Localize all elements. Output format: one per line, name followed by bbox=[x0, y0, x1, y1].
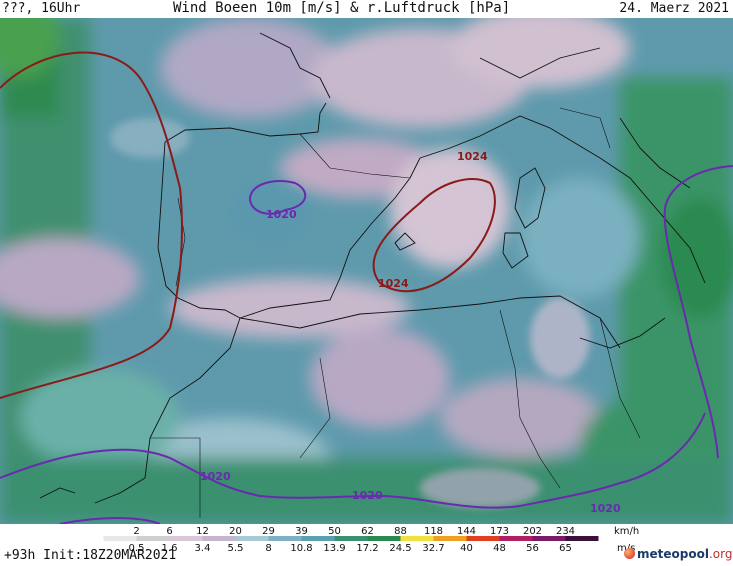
scale-swatch bbox=[499, 536, 533, 541]
scale-ms-label: 10.8 bbox=[290, 543, 312, 554]
color-scale: 2 6 12 20 29 39 50 62 88 118 144 173 202 234 0.5 1.6 3.… bbox=[103, 526, 639, 554]
scale-ms-label: 8 bbox=[265, 543, 271, 554]
isobar-1020-sw bbox=[59, 517, 161, 524]
scale-ms-label: 40 bbox=[460, 543, 473, 554]
scale-swatch bbox=[301, 536, 335, 541]
isobar-lines bbox=[0, 51, 733, 524]
scale-kmh-label: 2 bbox=[133, 526, 139, 537]
scale-ms-label: 65 bbox=[559, 543, 572, 554]
scale-ms-labels: 0.5 1.6 3.4 5.5 8 10.8 13.9 17.2 24.5 32.7 40 48 56 6… bbox=[129, 543, 572, 554]
logo-icon bbox=[624, 548, 635, 559]
scale-swatch bbox=[565, 536, 599, 541]
scale-ms-label: 13.9 bbox=[323, 543, 345, 554]
scale-ms-label: 32.7 bbox=[422, 543, 444, 554]
isobar-1020-east bbox=[663, 165, 733, 459]
scale-swatch bbox=[466, 536, 500, 541]
scale-ms-label: 1.6 bbox=[162, 543, 178, 554]
scale-kmh-label: 12 bbox=[196, 526, 209, 537]
footer-bar: 2 6 12 20 29 39 50 62 88 118 144 173 202 234 0.5 1.6 3.… bbox=[0, 524, 733, 566]
scale-ms-label: 17.2 bbox=[356, 543, 378, 554]
scale-ms-label: 24.5 bbox=[389, 543, 411, 554]
scale-swatch bbox=[334, 536, 368, 541]
forecast-time-label: ???, 16Uhr bbox=[2, 1, 81, 16]
scale-swatch bbox=[433, 536, 467, 541]
isobar-1020-south bbox=[0, 412, 706, 509]
wind-gust-map: 1024 1024 1020 1020 1020 1020 bbox=[0, 18, 733, 524]
isobar-label: 1020 bbox=[266, 208, 297, 221]
forecast-date: 24. Maerz 2021 bbox=[619, 1, 729, 16]
scale-ms-label: 48 bbox=[493, 543, 506, 554]
map-title: Wind Boeen 10m [m/s] & r.Luftdruck [hPa] bbox=[173, 0, 511, 16]
isobar-1020-iberia bbox=[248, 180, 307, 215]
scale-kmh-label: 173 bbox=[490, 526, 509, 537]
scale-swatch bbox=[532, 536, 566, 541]
scale-kmh-label: 62 bbox=[361, 526, 374, 537]
scale-swatch bbox=[400, 536, 434, 541]
scale-swatch bbox=[268, 536, 302, 541]
isobar-label: 1020 bbox=[200, 470, 231, 483]
scale-kmh-label: 50 bbox=[328, 526, 341, 537]
scale-ms-label: 0.5 bbox=[129, 543, 145, 554]
isobar-1024-center bbox=[372, 178, 496, 293]
isobar-label: 1020 bbox=[590, 502, 621, 515]
scale-kmh-label: 20 bbox=[229, 526, 242, 537]
scale-swatches bbox=[103, 536, 599, 541]
run-info: +93h Init:18Z20MAR2021 bbox=[4, 548, 177, 563]
scale-kmh-label: 39 bbox=[295, 526, 308, 537]
meteopool-logo[interactable]: meteopool.org bbox=[624, 547, 732, 561]
scale-swatch bbox=[367, 536, 401, 541]
scale-kmh-label: 88 bbox=[394, 526, 407, 537]
isobar-1020-west bbox=[0, 51, 183, 399]
header-bar: ???, 16Uhr Wind Boeen 10m [m/s] & r.Luft… bbox=[0, 0, 733, 18]
isobar-label: 1020 bbox=[352, 489, 383, 502]
scale-swatch bbox=[136, 536, 170, 541]
scale-ms-label: 3.4 bbox=[195, 543, 211, 554]
isobar-label: 1024 bbox=[457, 150, 488, 163]
scale-kmh-label: 6 bbox=[166, 526, 172, 537]
scale-swatch bbox=[103, 536, 137, 541]
scale-swatch bbox=[235, 536, 269, 541]
country-borders bbox=[150, 107, 641, 518]
scale-kmh-label: 118 bbox=[424, 526, 443, 537]
scale-kmh-label: 144 bbox=[457, 526, 476, 537]
scale-ms-label: 5.5 bbox=[228, 543, 244, 554]
logo-org: .org bbox=[708, 547, 733, 561]
scale-kmh-labels: 2 6 12 20 29 39 50 62 88 118 144 173 202 234 bbox=[133, 526, 575, 537]
wind-field-patches bbox=[0, 18, 733, 524]
scale-kmh-label: 234 bbox=[556, 526, 575, 537]
scale-swatch bbox=[202, 536, 236, 541]
logo-text: meteopool bbox=[637, 547, 709, 561]
scale-kmh-unit: km/h bbox=[614, 526, 639, 537]
scale-ms-label: 56 bbox=[526, 543, 539, 554]
isobar-label: 1024 bbox=[378, 277, 409, 290]
scale-kmh-label: 202 bbox=[523, 526, 542, 537]
scale-swatch bbox=[169, 536, 203, 541]
scale-kmh-label: 29 bbox=[262, 526, 275, 537]
